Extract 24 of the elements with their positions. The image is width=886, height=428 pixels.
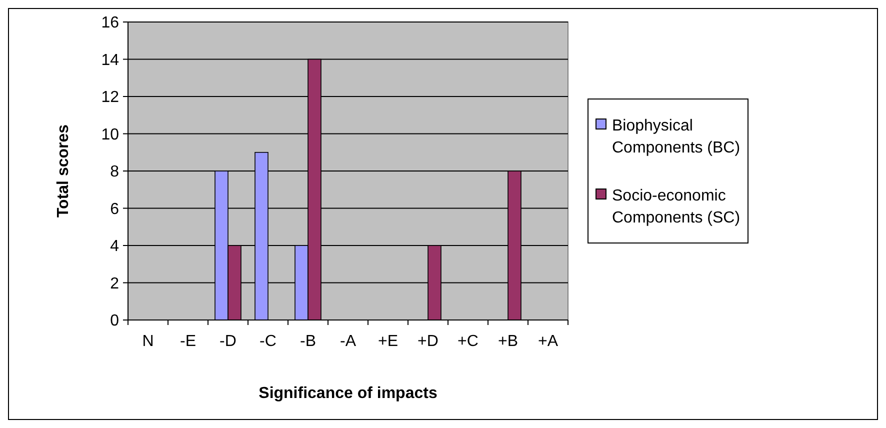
legend-label: Socio-economic Components (SC)	[612, 188, 740, 227]
y-tick-label: 4	[110, 238, 120, 256]
x-tick-label: +C	[458, 333, 478, 350]
y-axis-title: Total scores	[55, 124, 72, 218]
y-tick-label: 16	[101, 14, 120, 32]
y-tick-label: 10	[101, 126, 120, 144]
x-tick-label: +E	[378, 333, 398, 350]
legend-label: Biophysical Components (BC)	[612, 118, 740, 157]
y-tick-label: 8	[110, 164, 120, 181]
x-tick-label: +B	[498, 333, 518, 350]
x-tick-label: -C	[260, 333, 276, 350]
x-tick-label: -D	[220, 333, 236, 350]
x-axis-title: Significance of impacts	[258, 385, 438, 402]
y-tick-label: 12	[101, 89, 120, 106]
x-tick-label: -A	[340, 333, 356, 350]
x-tick-label: -B	[300, 333, 316, 350]
x-tick-label: -E	[180, 333, 196, 350]
y-tick-label: 6	[110, 200, 120, 218]
x-tick-label: +D	[418, 333, 438, 350]
x-tick-label: +A	[538, 333, 558, 350]
y-tick-label: 2	[110, 275, 120, 292]
x-tick-label: N	[142, 333, 154, 350]
y-tick-label: 14	[101, 52, 120, 69]
y-tick-label: 0	[110, 312, 120, 330]
